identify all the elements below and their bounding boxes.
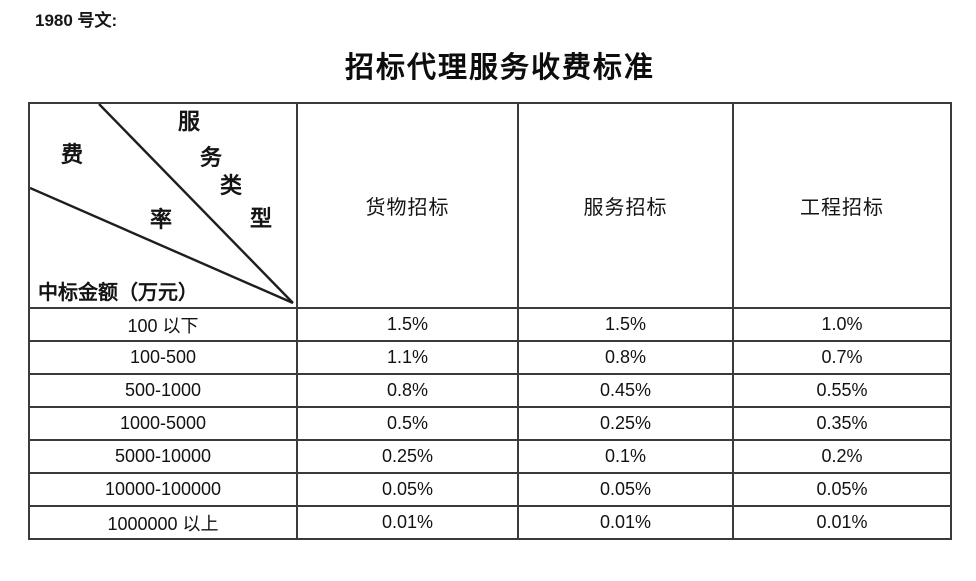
amount-range-cell: 1000000 以上 <box>28 505 298 540</box>
rate-value-cell: 0.8% <box>296 373 519 408</box>
table-row: 1000000 以上 0.01% 0.01% 0.01% <box>28 505 952 540</box>
rate-value-cell: 0.5% <box>296 406 519 441</box>
rate-value-cell: 0.01% <box>296 505 519 540</box>
corner-header-cell: 费 率 服 务 类 型 中标金额（万元） <box>28 102 298 309</box>
table-row: 500-1000 0.8% 0.45% 0.55% <box>28 373 952 408</box>
service-type-char: 型 <box>250 206 273 231</box>
rate-value-cell: 0.25% <box>296 439 519 474</box>
rate-value-cell: 0.1% <box>517 439 734 474</box>
amount-range-cell: 1000-5000 <box>28 406 298 441</box>
service-type-char: 务 <box>200 145 223 170</box>
table-row: 100-500 1.1% 0.8% 0.7% <box>28 340 952 375</box>
amount-range-cell: 100 以下 <box>28 307 298 342</box>
table-row: 100 以下 1.5% 1.5% 1.0% <box>28 307 952 342</box>
amount-range-cell: 500-1000 <box>28 373 298 408</box>
diagonal-divider-lines <box>30 104 294 305</box>
header-row: 费 率 服 务 类 型 中标金额（万元） 货物招标 服务招标 工程招标 <box>28 102 952 309</box>
amount-range-cell: 100-500 <box>28 340 298 375</box>
column-header-services: 服务招标 <box>517 102 734 309</box>
service-type-char: 服 <box>178 109 201 134</box>
table-row: 10000-100000 0.05% 0.05% 0.05% <box>28 472 952 507</box>
rate-value-cell: 0.05% <box>296 472 519 507</box>
rate-value-cell: 1.1% <box>296 340 519 375</box>
rate-value-cell: 0.7% <box>732 340 952 375</box>
doc-number-label: 1980 号文: <box>35 11 118 30</box>
fee-standard-table: 费 率 服 务 类 型 中标金额（万元） 货物招标 服务招标 工程招标 <box>28 102 952 540</box>
rate-value-cell: 0.55% <box>732 373 952 408</box>
column-header-goods: 货物招标 <box>296 102 519 309</box>
rate-value-cell: 0.8% <box>517 340 734 375</box>
amount-range-cell: 5000-10000 <box>28 439 298 474</box>
rate-value-cell: 0.45% <box>517 373 734 408</box>
rate-char: 率 <box>150 207 173 232</box>
rate-value-cell: 0.2% <box>732 439 952 474</box>
table-row: 1000-5000 0.5% 0.25% 0.35% <box>28 406 952 441</box>
column-header-engineering: 工程招标 <box>732 102 952 309</box>
amount-axis-label: 中标金额（万元） <box>38 282 198 304</box>
rate-value-cell: 0.05% <box>517 472 734 507</box>
rate-value-cell: 0.01% <box>732 505 952 540</box>
page-title: 招标代理服务收费标准 <box>344 52 655 84</box>
rate-value-cell: 1.5% <box>296 307 519 342</box>
rate-value-cell: 0.01% <box>517 505 734 540</box>
rate-value-cell: 1.5% <box>517 307 734 342</box>
rate-value-cell: 1.0% <box>732 307 952 342</box>
table-row: 5000-10000 0.25% 0.1% 0.2% <box>28 439 952 474</box>
rate-value-cell: 0.05% <box>732 472 952 507</box>
service-type-char: 类 <box>220 173 243 198</box>
rate-value-cell: 0.35% <box>732 406 952 441</box>
rate-value-cell: 0.25% <box>517 406 734 441</box>
fee-char: 费 <box>61 142 84 167</box>
amount-range-cell: 10000-100000 <box>28 472 298 507</box>
